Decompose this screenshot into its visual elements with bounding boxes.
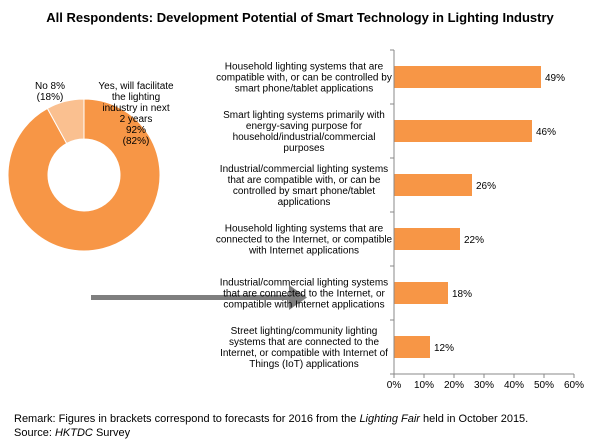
pie-slice-yes — [7, 98, 161, 252]
bar — [394, 336, 430, 358]
x-tick-label: 20% — [444, 380, 464, 391]
remark-text: Remark: Figures in brackets correspond t… — [14, 413, 357, 425]
data-label: 49% — [545, 73, 565, 84]
x-tick-label: 0% — [387, 380, 402, 391]
source-suffix: Survey — [95, 427, 131, 439]
pie-label-yes: Yes, will facilitate the lighting industry… — [98, 81, 174, 147]
donut-chart: Yes, will facilitate the lighting industry… — [7, 81, 174, 252]
bar — [394, 174, 472, 196]
data-label: 18% — [452, 289, 472, 300]
source-label: Source: — [14, 427, 52, 439]
category-label: Industrial/commercial lighting systems th… — [220, 278, 388, 311]
pie-slice-no — [46, 98, 85, 145]
data-label: 26% — [476, 181, 496, 192]
bar — [394, 228, 460, 250]
bar — [394, 120, 532, 142]
data-label: 12% — [434, 343, 454, 354]
x-tick-label: 30% — [474, 380, 494, 391]
x-tick-label: 60% — [564, 380, 584, 391]
source-italic: HKTDC — [54, 427, 93, 439]
pie-label-no: No 8% (18%) — [35, 81, 65, 103]
arrow-head-icon — [289, 285, 307, 310]
footnote: Remark: Figures in brackets correspond t… — [14, 412, 528, 440]
data-label: 46% — [536, 127, 556, 138]
category-label: Street lighting/community lighting system… — [220, 326, 388, 370]
arrow-shaft-icon — [91, 265, 295, 300]
connector-arrow — [91, 265, 307, 310]
category-label: Industrial/commercial lighting systems th… — [220, 164, 388, 208]
bar — [394, 66, 541, 88]
remark-line: Remark: Figures in brackets correspond t… — [14, 412, 528, 426]
bar-chart: 49% Household lighting systems that are co… — [216, 49, 584, 391]
category-label: Household lighting systems that are compa… — [216, 62, 392, 95]
chart-title: All Respondents: Development Potential o… — [46, 10, 554, 25]
remark-italic: Lighting Fair — [359, 413, 420, 425]
x-tick-label: 40% — [504, 380, 524, 391]
source-line: Source: HKTDC Survey — [14, 426, 528, 440]
x-tick-label: 10% — [414, 380, 434, 391]
x-tick-label: 50% — [534, 380, 554, 391]
category-label: Household lighting systems that are conne… — [216, 224, 393, 257]
remark-suffix: held in October 2015. — [423, 413, 529, 425]
data-label: 22% — [464, 235, 484, 246]
category-label: Smart lighting systems primarily with ene… — [223, 110, 385, 154]
bar — [394, 282, 448, 304]
